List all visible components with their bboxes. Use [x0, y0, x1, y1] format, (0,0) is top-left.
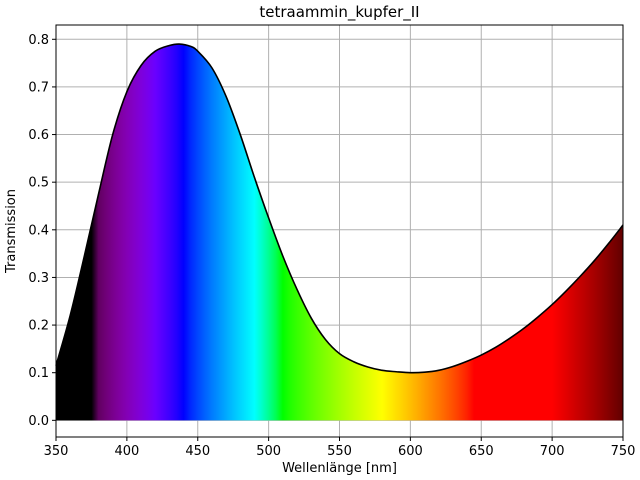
transmission-curve: [55, 43, 624, 374]
axis-ticks: 350 400 450 500 550 600 650 700 750 0.0 0.1 0.2 0.3 0…: [28, 33, 635, 459]
y-tick-label: 0.1: [28, 366, 49, 381]
y-tick-label: 0.8: [28, 33, 49, 48]
x-axis-label: Wellenlänge [nm]: [282, 461, 397, 476]
x-tick-label: 500: [256, 444, 281, 459]
x-tick-label: 550: [327, 444, 352, 459]
x-tick-label: 650: [469, 444, 494, 459]
y-tick-label: 0.6: [28, 128, 49, 143]
y-tick-label: 0.4: [28, 223, 49, 238]
chart-title: tetraammin_kupfer_II: [259, 3, 419, 22]
y-tick-label: 0.2: [28, 319, 49, 334]
y-tick-label: 0.0: [28, 414, 49, 429]
x-tick-label: 700: [540, 444, 565, 459]
y-tick-label: 0.3: [28, 271, 49, 286]
x-tick-label: 350: [44, 444, 69, 459]
x-tick-label: 450: [185, 444, 210, 459]
x-tick-label: 600: [398, 444, 423, 459]
y-tick-label: 0.7: [28, 80, 49, 95]
y-axis-label: Transmission: [4, 189, 19, 274]
y-tick-label: 0.5: [28, 176, 49, 191]
x-tick-label: 400: [114, 444, 139, 459]
x-tick-label: 750: [611, 444, 636, 459]
